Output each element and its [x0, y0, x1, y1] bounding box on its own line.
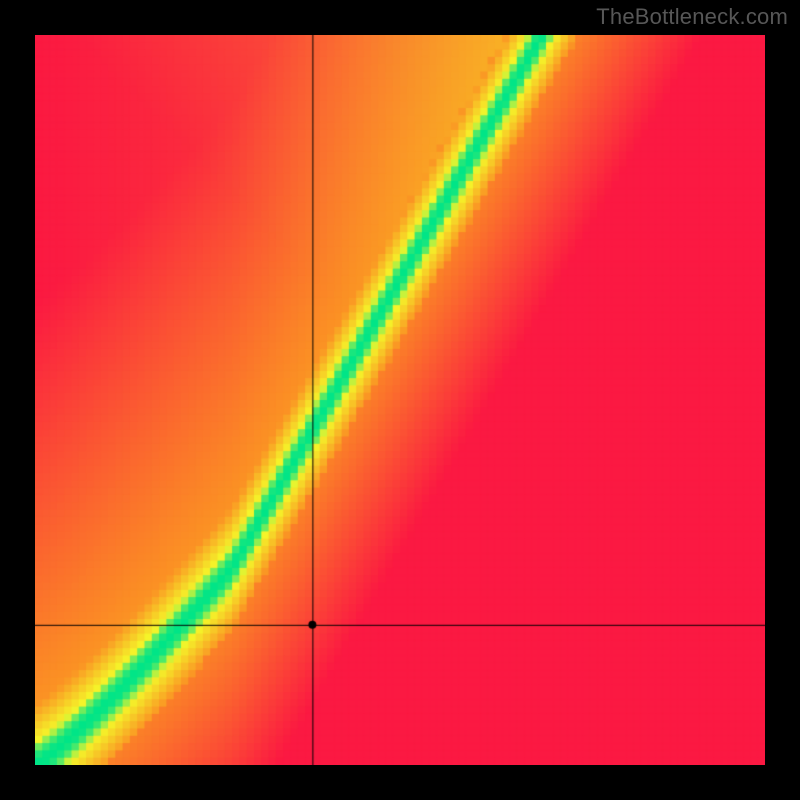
chart-container: TheBottleneck.com [0, 0, 800, 800]
crosshair-overlay [35, 35, 765, 765]
watermark-text: TheBottleneck.com [596, 4, 788, 30]
